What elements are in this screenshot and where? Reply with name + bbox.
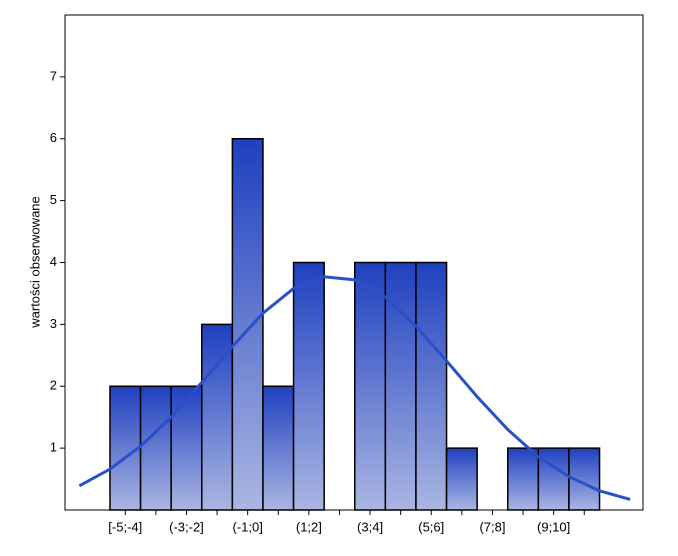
bar <box>170 385 203 511</box>
x-tick-label: [-5;-4] <box>108 519 142 534</box>
y-tick-label: 2 <box>50 378 57 393</box>
x-tick-label: (-3;-2] <box>169 519 204 534</box>
x-tick-label: (1;2] <box>296 519 322 534</box>
bar <box>292 261 325 511</box>
x-tick-label: (3;4] <box>357 519 383 534</box>
bar <box>139 385 172 511</box>
bar <box>231 138 264 511</box>
bar <box>537 447 570 511</box>
y-axis-label: wartości obserwowane <box>27 196 42 329</box>
x-tick-label: (7;8] <box>479 519 505 534</box>
bar <box>262 385 295 511</box>
y-tick-label: 6 <box>50 130 57 145</box>
x-tick-label: (5;6] <box>418 519 444 534</box>
x-tick-label: (-1;0] <box>232 519 262 534</box>
bar <box>354 261 387 511</box>
y-tick-label: 5 <box>50 192 57 207</box>
bar <box>201 323 234 511</box>
bar <box>507 447 540 511</box>
x-tick-label: (9;10] <box>537 519 570 534</box>
density-curve <box>78 275 631 501</box>
y-tick-label: 1 <box>50 440 57 455</box>
bar <box>415 261 448 511</box>
y-tick-label: 4 <box>50 254 57 269</box>
bar <box>445 447 478 511</box>
y-tick-label: 7 <box>50 68 57 83</box>
y-tick-label: 3 <box>50 316 57 331</box>
